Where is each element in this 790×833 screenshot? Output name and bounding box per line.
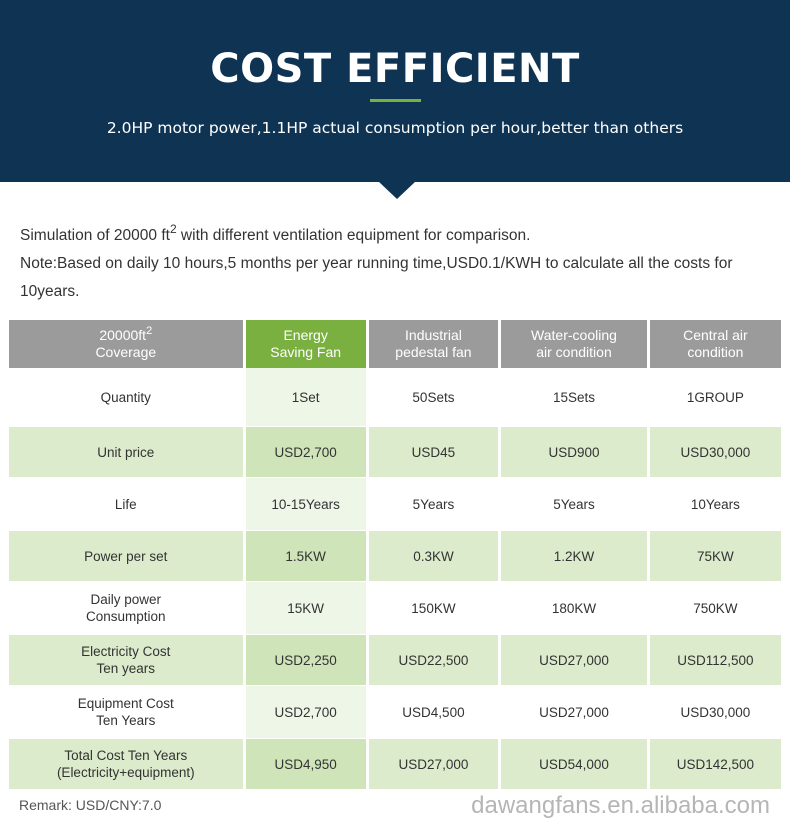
header-line2: Coverage: [95, 344, 157, 360]
table-row: Power per set 1.5KW 0.3KW 1.2KW 75KW: [9, 530, 781, 582]
table-cell: USD27,000: [368, 738, 499, 790]
remark: Remark: USD/CNY:7.0: [19, 797, 162, 813]
intro-note: Note:Based on daily 10 hours,5 months pe…: [20, 255, 733, 300]
table-cell: USD27,000: [501, 634, 647, 686]
watermark: dawangfans.en.alibaba.com: [471, 792, 770, 819]
intro-line1: Simulation of 20000 ft: [20, 227, 170, 244]
row-label-line1: Equipment Cost: [77, 696, 174, 711]
header-line2: pedestal fan: [395, 344, 472, 360]
table-cell: 1Set: [245, 368, 366, 426]
table-cell: 1.5KW: [245, 530, 366, 582]
table-cell: 1GROUP: [686, 389, 744, 405]
row-label: Unit price: [9, 426, 243, 478]
table-cell: USD900: [501, 426, 647, 478]
page-title: COST EFFICIENT: [210, 46, 580, 92]
table-cell: USD2,250: [245, 634, 366, 686]
comparison-table: 20000ft2 Coverage Energy Saving Fan Industri…: [6, 320, 784, 790]
banner-pointer: [378, 181, 416, 199]
table-cell: USD2,700: [245, 686, 366, 738]
title-underline: [370, 99, 421, 102]
row-label-line1: Power per set: [84, 548, 168, 564]
header-line1: Central air: [683, 327, 748, 343]
table-row: Total Cost Ten Years (Electricity+equipme…: [9, 738, 781, 790]
intro-line1-rest: with different ventilation equipment for…: [176, 227, 531, 244]
superscript: 2: [169, 222, 177, 236]
row-label-line2: Consumption: [86, 609, 166, 624]
column-header: Industrial pedestal fan: [368, 320, 499, 368]
table-cell: 10-15Years: [245, 478, 366, 530]
table-cell: 15Sets: [552, 389, 595, 405]
column-header: Energy Saving Fan: [245, 320, 366, 368]
table-row: Unit price USD2,700 USD45 USD900 USD30,000: [9, 426, 781, 478]
row-label-line2: Ten Years: [96, 713, 156, 728]
table-cell: USD54,000: [501, 738, 647, 790]
row-label: Equipment Cost Ten Years: [9, 686, 243, 738]
row-label: Total Cost Ten Years (Electricity+equipme…: [9, 738, 243, 790]
row-label: Daily power Consumption: [9, 582, 243, 634]
header-line2: condition: [687, 344, 744, 360]
table-cell: 50Sets: [412, 389, 455, 405]
header-line2: air condition: [536, 344, 612, 360]
table-cell: USD112,500: [649, 634, 781, 686]
table-cell: USD30,000: [680, 704, 751, 720]
table-cell: USD27,000: [539, 704, 609, 720]
table-cell: USD45: [368, 426, 499, 478]
table-row: Life 10-15Years 5Years 5Years 10Years: [9, 478, 781, 530]
hero-banner: [0, 0, 790, 182]
table-row: Quantity 1Set 50Sets 15Sets 1GROUP: [9, 368, 781, 426]
row-label-line1: Quantity: [100, 389, 151, 405]
row-label-line1: Unit price: [97, 444, 155, 460]
table-cell: 10Years: [690, 496, 740, 512]
row-label-line1: Total Cost Ten Years: [64, 748, 188, 763]
table-cell: 0.3KW: [368, 530, 499, 582]
header-line1: Water-cooling: [531, 327, 617, 343]
row-label: Quantity: [9, 368, 243, 426]
table-cell: USD142,500: [649, 738, 781, 790]
table-cell: 5Years: [412, 496, 455, 512]
column-header: 20000ft2 Coverage: [9, 320, 243, 368]
intro-text: Simulation of 20000 ft2 with different v…: [20, 222, 780, 306]
row-label-line2: Ten years: [96, 661, 156, 676]
table-cell: 15KW: [245, 582, 366, 634]
table-row: Equipment Cost Ten Years USD2,700 USD4,500 U…: [9, 686, 781, 738]
table-cell: 180KW: [551, 600, 597, 616]
page-subtitle: 2.0HP motor power,1.1HP actual consumpti…: [106, 119, 684, 137]
table-row: Daily power Consumption 15KW 150KW 180KW 750K…: [9, 582, 781, 634]
row-label-line2: (Electricity+equipment): [56, 765, 195, 780]
table-cell: 75KW: [649, 530, 781, 582]
table-cell: USD2,700: [245, 426, 366, 478]
table-cell: USD4,500: [402, 704, 465, 720]
column-header: Central air condition: [649, 320, 781, 368]
row-label-line1: Electricity Cost: [81, 644, 171, 659]
table-cell: 1.2KW: [501, 530, 647, 582]
row-label: Life: [9, 478, 243, 530]
table-cell: 150KW: [411, 600, 456, 616]
header-line2: Saving Fan: [270, 344, 342, 360]
row-label-line1: Daily power: [90, 592, 162, 607]
superscript: 2: [146, 325, 153, 337]
column-header: Water-cooling air condition: [501, 320, 647, 368]
header-line1: Energy: [283, 327, 328, 343]
table-cell: USD30,000: [649, 426, 781, 478]
row-label: Power per set: [9, 530, 243, 582]
table-cell: 5Years: [553, 496, 595, 512]
header-line1: Industrial: [405, 327, 462, 343]
row-label-line1: Life: [114, 496, 137, 512]
table-cell: 750KW: [693, 600, 738, 616]
table-cell: USD4,950: [245, 738, 366, 790]
header-line1: 20000ft: [99, 327, 147, 343]
row-label: Electricity Cost Ten years: [9, 634, 243, 686]
table-cell: USD22,500: [368, 634, 499, 686]
table-row: Electricity Cost Ten years USD2,250 USD22,5…: [9, 634, 781, 686]
